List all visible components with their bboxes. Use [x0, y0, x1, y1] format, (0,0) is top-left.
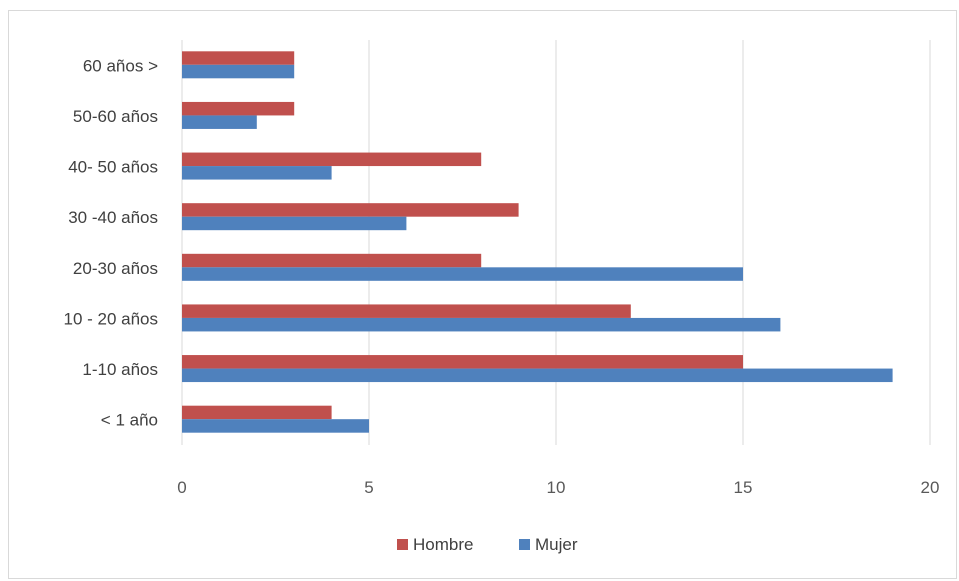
legend-swatch-hombre — [397, 539, 408, 550]
bar-mujer — [182, 216, 407, 231]
bar-hombre — [182, 51, 295, 65]
category-label: 40- 50 años — [68, 158, 158, 177]
chart-frame — [8, 10, 957, 579]
category-label: < 1 año — [101, 411, 158, 430]
category-label: 10 - 20 años — [63, 309, 158, 328]
bar-mujer — [182, 317, 781, 332]
bar-mujer — [182, 368, 893, 383]
bar-hombre — [182, 355, 743, 369]
x-tick-label: 5 — [364, 478, 373, 497]
gridlines — [181, 40, 931, 445]
x-tick-label: 15 — [734, 478, 753, 497]
legend: Hombre Mujer — [397, 535, 578, 554]
category-label: 50-60 años — [73, 107, 158, 126]
bar-hombre — [182, 101, 295, 116]
category-label: 1-10 años — [82, 360, 158, 379]
bar-hombre — [182, 253, 482, 268]
bar-mujer — [182, 64, 295, 79]
bar-mujer — [182, 115, 257, 129]
bar-mujer — [182, 166, 332, 180]
category-label: 60 años > — [83, 56, 158, 75]
legend-label-mujer: Mujer — [535, 535, 578, 554]
category-label: 30 -40 años — [68, 208, 158, 227]
bars — [182, 51, 893, 433]
category-label: 20-30 años — [73, 259, 158, 278]
bar-mujer — [182, 419, 369, 433]
x-tick-label: 20 — [921, 478, 940, 497]
x-tick-label: 0 — [177, 478, 186, 497]
legend-swatch-mujer — [519, 539, 530, 550]
bar-hombre — [182, 152, 482, 167]
bar-hombre — [182, 203, 519, 217]
bar-hombre — [182, 405, 332, 420]
bar-hombre — [182, 304, 631, 318]
bar-mujer — [182, 267, 743, 281]
x-tick-label: 10 — [547, 478, 566, 497]
legend-label-hombre: Hombre — [413, 535, 473, 554]
x-tick-labels: 0 5 10 15 20 — [177, 478, 939, 497]
category-labels: < 1 año 1-10 años 10 - 20 años 20-30 años 30… — [63, 56, 158, 429]
